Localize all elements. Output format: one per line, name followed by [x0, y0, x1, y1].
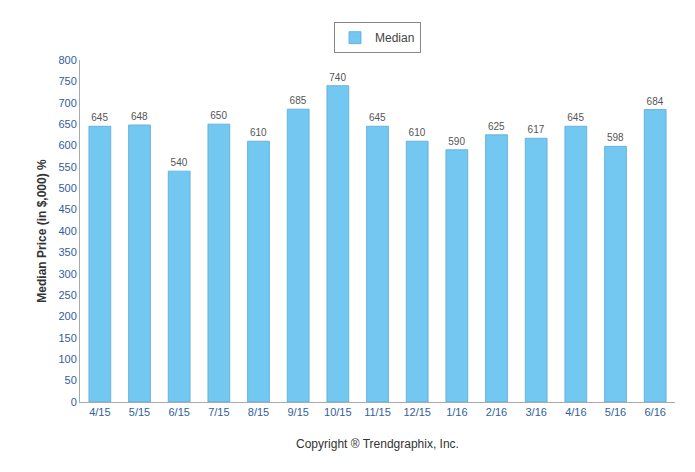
svg-text:685: 685 [290, 95, 307, 106]
svg-text:684: 684 [647, 96, 664, 107]
svg-text:450: 450 [58, 203, 76, 215]
svg-text:800: 800 [58, 54, 76, 66]
svg-text:3/16: 3/16 [525, 406, 546, 418]
svg-text:Median Price (in $,000) %: Median Price (in $,000) % [35, 159, 49, 303]
svg-text:400: 400 [58, 225, 76, 237]
svg-text:2/16: 2/16 [486, 406, 507, 418]
svg-text:650: 650 [210, 110, 227, 121]
svg-text:590: 590 [448, 136, 465, 147]
svg-text:6/16: 6/16 [644, 406, 665, 418]
svg-text:645: 645 [369, 112, 386, 123]
svg-text:150: 150 [58, 332, 76, 344]
svg-text:250: 250 [58, 289, 76, 301]
svg-text:7/15: 7/15 [208, 406, 229, 418]
svg-text:5/16: 5/16 [605, 406, 626, 418]
svg-text:750: 750 [58, 75, 76, 87]
svg-text:300: 300 [58, 268, 76, 280]
svg-text:645: 645 [91, 112, 108, 123]
svg-text:Median: Median [375, 31, 414, 45]
svg-text:Copyright ® Trendgraphix, Inc.: Copyright ® Trendgraphix, Inc. [296, 437, 459, 451]
svg-text:610: 610 [409, 127, 426, 138]
svg-text:610: 610 [250, 127, 267, 138]
svg-text:200: 200 [58, 310, 76, 322]
svg-text:740: 740 [329, 72, 346, 83]
svg-text:700: 700 [58, 97, 76, 109]
svg-text:6/15: 6/15 [168, 406, 189, 418]
svg-text:645: 645 [567, 112, 584, 123]
svg-text:648: 648 [131, 111, 148, 122]
svg-text:600: 600 [58, 139, 76, 151]
svg-text:500: 500 [58, 182, 76, 194]
svg-text:1/16: 1/16 [446, 406, 467, 418]
svg-text:4/16: 4/16 [565, 406, 586, 418]
svg-text:625: 625 [488, 121, 505, 132]
svg-text:50: 50 [65, 374, 77, 386]
svg-text:540: 540 [171, 157, 188, 168]
svg-text:617: 617 [528, 124, 545, 135]
svg-text:11/15: 11/15 [364, 406, 391, 418]
svg-text:12/15: 12/15 [403, 406, 431, 418]
svg-text:4/15: 4/15 [89, 406, 110, 418]
svg-text:100: 100 [58, 353, 76, 365]
svg-text:8/15: 8/15 [248, 406, 269, 418]
svg-text:0: 0 [71, 396, 77, 408]
svg-text:10/15: 10/15 [324, 406, 352, 418]
svg-text:9/15: 9/15 [287, 406, 308, 418]
svg-text:350: 350 [58, 246, 76, 258]
svg-text:650: 650 [58, 118, 76, 130]
svg-text:550: 550 [58, 161, 76, 173]
svg-text:598: 598 [607, 132, 624, 143]
svg-text:5/15: 5/15 [129, 406, 150, 418]
